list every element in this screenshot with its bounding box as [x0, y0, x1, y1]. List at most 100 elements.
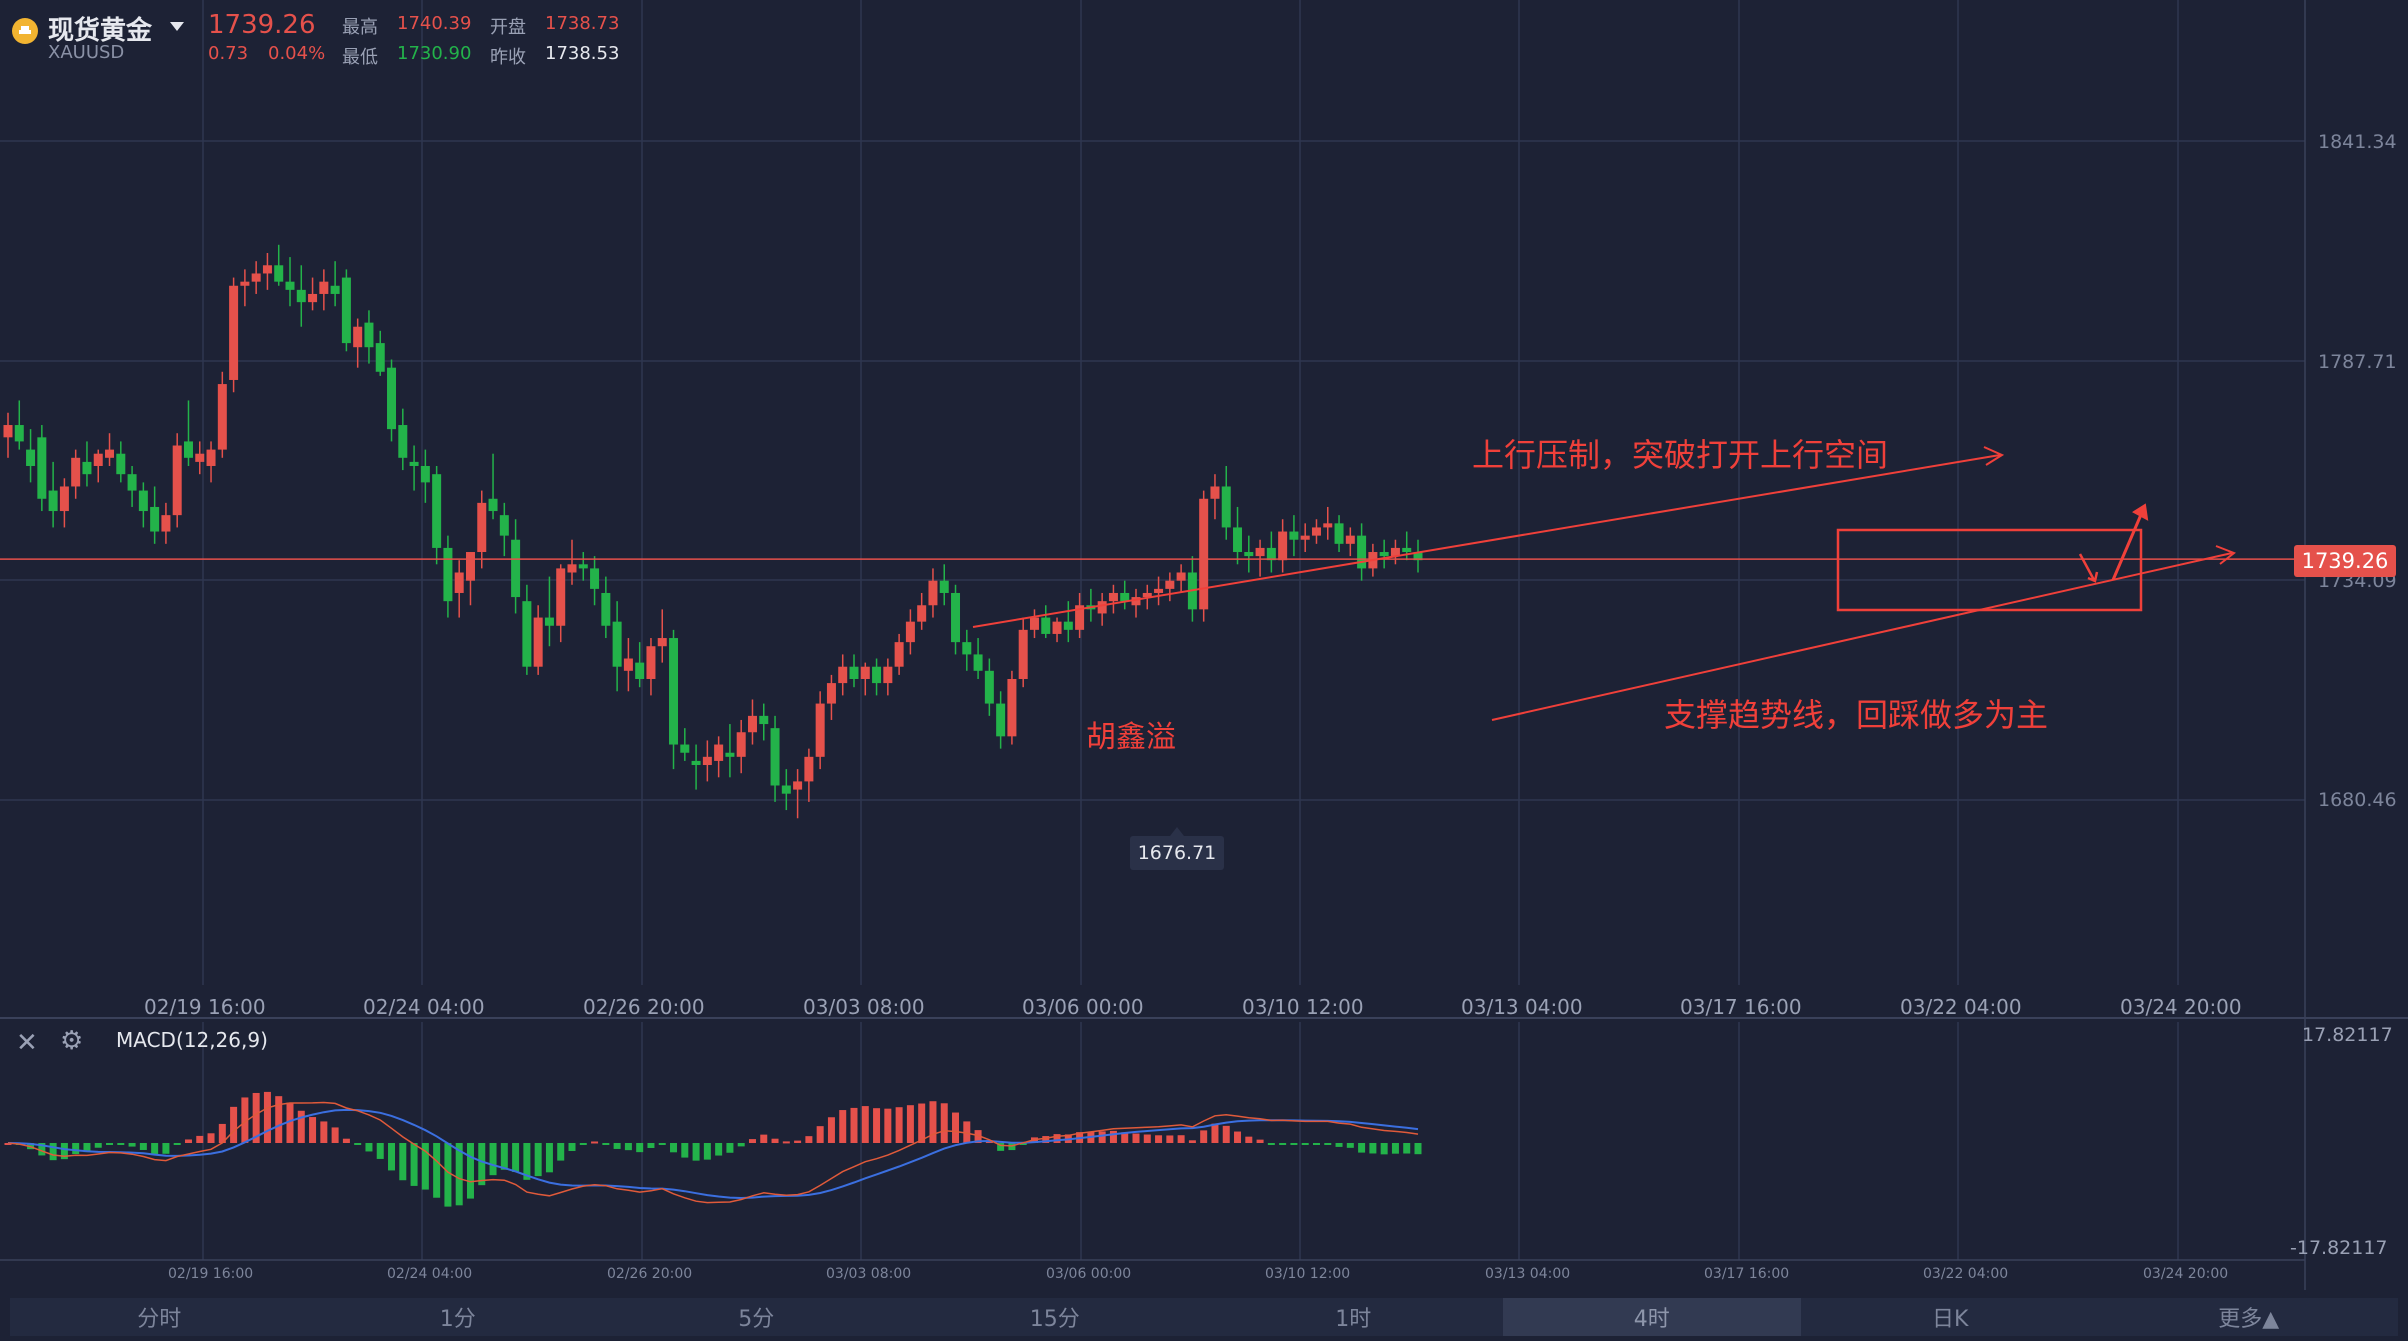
candle-body — [544, 617, 554, 626]
candle-body — [747, 715, 757, 733]
macd-histogram-bar — [297, 1110, 305, 1143]
tab-1min[interactable]: 1分 — [439, 1307, 476, 1332]
macd-histogram-bar — [1346, 1143, 1354, 1148]
macd-histogram-bar — [354, 1143, 362, 1145]
candle-body — [669, 638, 679, 745]
macd-histogram-bar — [670, 1143, 678, 1153]
macd-histogram-bar — [1414, 1143, 1422, 1155]
candle-body — [93, 453, 103, 466]
low-label: 最低 — [342, 47, 378, 68]
tab-1hour[interactable]: 1时 — [1335, 1307, 1372, 1332]
candle-body — [1402, 547, 1412, 553]
candle-body — [161, 515, 171, 532]
candle-body — [387, 367, 397, 430]
macd-histogram-bar — [557, 1143, 565, 1161]
gear-icon[interactable]: ⚙ — [60, 1026, 84, 1056]
gold-coin-icon — [12, 18, 38, 44]
macd-histogram-bar — [726, 1143, 734, 1153]
open-value: 1738.73 — [545, 13, 620, 34]
time-axis-label: 02/26 20:00 — [583, 995, 705, 1019]
candle-body — [804, 756, 814, 782]
price-axis-label: 1787.71 — [2318, 351, 2397, 373]
candle-body — [759, 715, 769, 725]
candle-body — [308, 293, 318, 303]
macd-histogram-bar — [38, 1143, 46, 1156]
chart-grid — [0, 0, 2305, 1260]
macd-histogram-bar — [433, 1143, 441, 1198]
tab-5min[interactable]: 5分 — [738, 1307, 775, 1332]
macd-histogram-bar — [500, 1143, 508, 1170]
instrument-name[interactable]: 现货黄金 — [48, 16, 153, 46]
candle-body — [150, 506, 160, 532]
candle-body — [736, 732, 746, 757]
candle-body — [296, 289, 306, 303]
resistance-trendline — [972, 454, 2001, 628]
candle-body — [1108, 592, 1118, 602]
instrument-dropdown-icon[interactable] — [170, 22, 184, 31]
prev-close-value: 1738.53 — [545, 43, 620, 64]
macd-histogram-bar — [760, 1134, 768, 1143]
candle-body — [1289, 531, 1299, 540]
axes — [0, 0, 2408, 1290]
tab-more[interactable]: 更多▲ — [2218, 1307, 2280, 1332]
macd-histogram-bar — [1143, 1134, 1151, 1143]
candle-body — [838, 666, 848, 684]
macd-histogram-bar — [963, 1121, 971, 1143]
tab-4hour[interactable]: 4时 — [1502, 1298, 1801, 1336]
price-axis-label: 1680.46 — [2318, 789, 2397, 811]
time-axis-label: 03/10 12:00 — [1242, 995, 1364, 1019]
candle-body — [1199, 498, 1209, 610]
candle-body — [578, 564, 588, 569]
tab-daily[interactable]: 日K — [1932, 1307, 1969, 1332]
candle-body — [601, 592, 611, 626]
time-axis-label: 03/13 04:00 — [1461, 995, 1583, 1019]
macd-panel — [4, 1091, 1422, 1207]
macd-histogram-bar — [579, 1143, 587, 1145]
macd-histogram-bar — [399, 1143, 407, 1181]
candle-body — [1323, 523, 1333, 528]
candle-body — [860, 666, 870, 679]
author-watermark: 胡鑫溢 — [1086, 720, 1176, 755]
macd-histogram-bar — [1267, 1143, 1275, 1145]
candle-body — [522, 601, 532, 667]
tab-15min[interactable]: 15分 — [1029, 1307, 1080, 1332]
candle-body — [996, 703, 1006, 737]
candle-body — [849, 666, 859, 679]
time-axis-label: 03/17 16:00 — [1680, 995, 1802, 1019]
macd-histogram-bar — [512, 1143, 520, 1172]
macd-time-label: 02/19 16:00 — [168, 1266, 254, 1282]
macd-histogram-bar — [1324, 1143, 1332, 1145]
time-axis-label: 03/22 04:00 — [1900, 995, 2022, 1019]
prev-close-label: 昨收 — [490, 47, 526, 68]
macd-histogram-bar — [94, 1143, 102, 1148]
candle-body — [330, 285, 340, 294]
candle-body — [262, 265, 272, 274]
candle-body — [82, 461, 92, 475]
macd-histogram-bar — [106, 1143, 114, 1145]
macd-histogram-bar — [1132, 1133, 1140, 1143]
candle-body — [1120, 592, 1130, 602]
macd-histogram-bar — [184, 1139, 192, 1143]
macd-histogram-bar — [478, 1143, 486, 1186]
candle-body — [59, 486, 69, 512]
tab-time-sharing[interactable]: 分时 — [137, 1307, 182, 1332]
macd-time-label: 03/06 00:00 — [1046, 1266, 1132, 1282]
macd-histogram-bar — [49, 1143, 57, 1161]
candle-body — [939, 580, 949, 593]
macd-histogram-bar — [1200, 1130, 1208, 1143]
candlesticks — [3, 244, 1423, 819]
macd-histogram-bar — [1019, 1143, 1027, 1145]
macd-histogram-bar — [1312, 1143, 1320, 1145]
candle-body — [398, 425, 408, 458]
candle-body — [1018, 629, 1028, 679]
candle-body — [1142, 592, 1152, 598]
candle-body — [285, 281, 295, 290]
candle-body — [725, 752, 735, 757]
candle-body — [251, 273, 261, 282]
macd-histogram-bar — [1042, 1136, 1050, 1143]
candle-body — [217, 384, 227, 450]
close-icon[interactable]: ✕ — [16, 1028, 38, 1058]
candle-body — [1233, 527, 1243, 553]
breakout-arrowhead — [2132, 503, 2149, 521]
